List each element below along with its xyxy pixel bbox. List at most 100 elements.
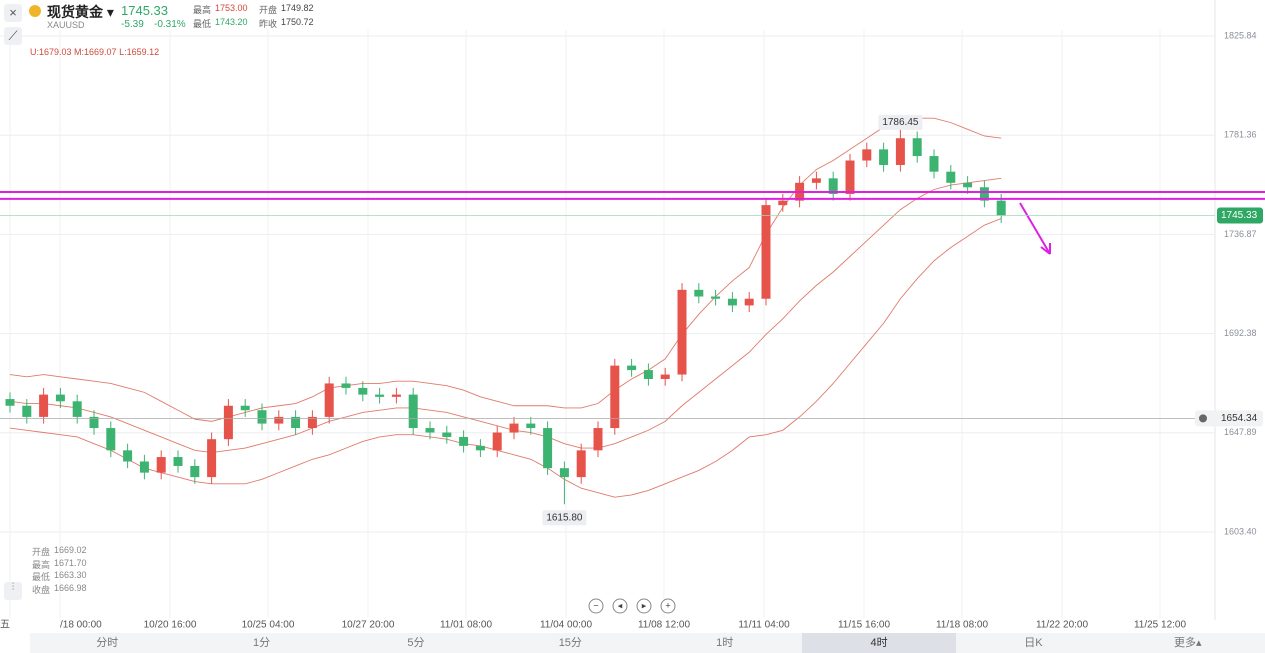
- zoom-icon: ◂: [618, 600, 623, 610]
- candle-body: [106, 428, 116, 451]
- title-text: 现货黄金: [47, 4, 103, 20]
- x-tick-label: 11/25 12:00: [1134, 620, 1187, 631]
- tab[interactable]: 日K: [1024, 637, 1043, 649]
- tab[interactable]: 更多▴: [1174, 637, 1202, 649]
- change: -5.39: [121, 19, 144, 30]
- x-tick-label: 11/01 08:00: [440, 620, 493, 631]
- candle-body: [727, 298, 737, 306]
- y-tick-label: 1603.40: [1224, 526, 1257, 536]
- zoom-button[interactable]: [612, 598, 628, 614]
- candle-body: [979, 187, 989, 201]
- draw-tool[interactable]: ⟋: [4, 27, 22, 45]
- zoom-button[interactable]: [588, 598, 604, 614]
- x-tick-label: 10/25 04:00: [242, 620, 295, 631]
- last-price-tag: [1217, 207, 1263, 224]
- candle-body: [711, 296, 721, 299]
- candle-body: [190, 465, 200, 478]
- title[interactable]: 现货黄金 ▾: [47, 4, 114, 20]
- stat-value: 1743.20: [215, 17, 248, 27]
- tab[interactable]: 15分: [558, 637, 582, 649]
- tab[interactable]: 4时: [801, 633, 957, 653]
- y-tick-label: 1781.36: [1224, 130, 1257, 140]
- candle-body: [895, 138, 905, 165]
- candle-body: [425, 428, 435, 433]
- tab[interactable]: 分时: [96, 637, 119, 649]
- candle-body: [526, 423, 536, 429]
- candle-body: [207, 439, 217, 478]
- candle-body: [677, 289, 687, 375]
- candle-body: [778, 200, 788, 206]
- timeframe-tabs: 分时 1分 5分 15分 1时 4时 日K 更多▴: [30, 633, 1265, 653]
- high-tag: [878, 114, 923, 130]
- candle-body: [694, 289, 704, 297]
- candle-body: [660, 374, 670, 380]
- candle-body: [627, 365, 637, 371]
- change-pct: -0.31%: [154, 19, 186, 30]
- candle-body: [375, 394, 385, 397]
- candle-body: [55, 394, 65, 402]
- tab[interactable]: 1分: [253, 637, 271, 649]
- candle-body: [559, 468, 569, 478]
- candle-body: [358, 387, 368, 395]
- candle-body: [744, 298, 754, 306]
- candle-body: [123, 450, 133, 462]
- candle-body: [811, 178, 821, 183]
- alert-tag: [1195, 410, 1263, 427]
- candle-body: [543, 428, 553, 469]
- last-price-label: 1745.33: [1221, 210, 1258, 221]
- candle-body: [173, 457, 183, 466]
- tab[interactable]: 1时: [716, 637, 734, 649]
- candle-body: [828, 178, 838, 194]
- candle-body: [324, 383, 334, 417]
- x-tick-label: 11/15 16:00: [838, 620, 891, 631]
- alert-label: 1654.34: [1221, 413, 1258, 424]
- candle-body: [576, 450, 586, 478]
- y-tick-label: 1647.89: [1224, 427, 1257, 437]
- zoom-button[interactable]: [660, 598, 676, 614]
- indicator-tool[interactable]: ⫶: [4, 582, 22, 600]
- candle-body: [72, 401, 82, 417]
- close-button[interactable]: ×: [4, 4, 22, 22]
- stat-label: 开盘: [259, 5, 278, 15]
- bollinger-band: [9, 117, 1002, 422]
- candle-body: [475, 445, 485, 451]
- x-tick-label: 11/22 20:00: [1036, 620, 1089, 631]
- x-tick-label: 11/04 00:00: [540, 620, 593, 631]
- x-tick-label: 10/20 16:00: [144, 620, 197, 631]
- chart: 1825.84 1781.36 1736.87 1692.38 1647.89 1603.…: [0, 0, 1265, 631]
- candle-body: [274, 416, 284, 424]
- candle-body: [643, 370, 653, 380]
- zoom-icon: ▸: [642, 600, 647, 610]
- candle-body: [996, 200, 1006, 216]
- candle-body: [610, 365, 620, 429]
- symbol: XAUUSD: [47, 20, 85, 30]
- indicator: U:1679.03 M:1669.07 L:1659.12: [30, 47, 160, 57]
- stat-value: 1750.72: [281, 17, 314, 27]
- low-label: 1615.80: [546, 512, 583, 523]
- x-tick-label: 1/14 12:00 五: [0, 620, 10, 631]
- ohlc-value: 1666.98: [54, 582, 87, 593]
- candle-body: [862, 149, 872, 161]
- ohlc-label: 开盘: [32, 547, 51, 557]
- bell-icon: [1199, 414, 1207, 423]
- x-tick-label: /18 00:00: [60, 620, 102, 631]
- stat-value: 1753.00: [215, 3, 248, 13]
- candle-body: [845, 160, 855, 194]
- candle-body: [929, 156, 939, 172]
- stat-label: 昨收: [259, 19, 278, 29]
- candle-body: [139, 461, 149, 473]
- zoom-button[interactable]: [636, 598, 652, 614]
- ohlc-value: 1663.30: [54, 570, 87, 580]
- tab[interactable]: 5分: [407, 637, 425, 649]
- candle-body: [5, 399, 15, 406]
- ohlc-value: 1669.02: [54, 545, 87, 555]
- bollinger-band: [9, 218, 1002, 498]
- x-tick-label: 11/11 04:00: [738, 620, 790, 631]
- y-tick-label: 1692.38: [1224, 328, 1257, 338]
- candle-body: [391, 394, 401, 397]
- gold-icon: [29, 5, 41, 17]
- zoom-icon: +: [665, 600, 670, 610]
- price: 1745.33: [121, 3, 168, 18]
- candle-body: [240, 405, 250, 411]
